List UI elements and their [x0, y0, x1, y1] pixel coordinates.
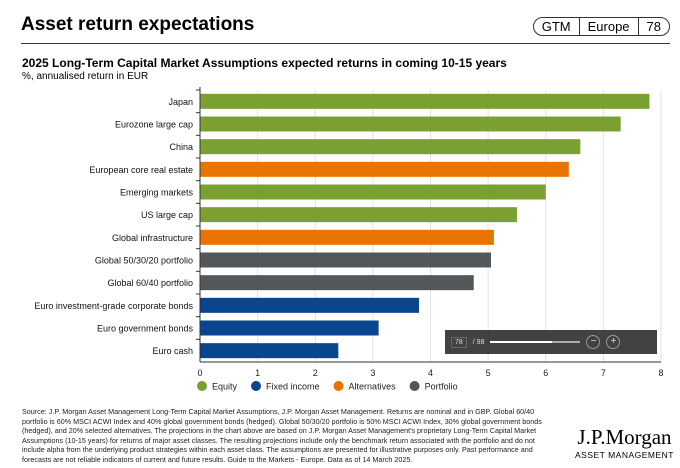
bar-euro-cash — [200, 343, 339, 359]
category-label: Japan — [168, 97, 193, 107]
legend-marker-equity — [197, 381, 207, 391]
legend-marker-portfolio — [409, 381, 420, 391]
x-tick-label: 1 — [255, 368, 260, 378]
bar-japan — [200, 93, 650, 109]
zoom-out-button[interactable]: − — [586, 335, 601, 349]
x-tick-label: 8 — [658, 368, 663, 378]
bar-global-50-30-20-portfolio — [200, 252, 492, 268]
x-tick-label: 2 — [313, 368, 318, 378]
category-label: US large cap — [141, 210, 193, 220]
x-tick-label: 7 — [601, 368, 606, 378]
legend-marker-fixed-income — [251, 381, 262, 391]
category-label: Euro investment-grade corporate bonds — [34, 301, 193, 311]
x-tick-label: 0 — [197, 368, 202, 378]
jpmorgan-logo: J.P.Morgan ASSET MANAGEMENT — [575, 425, 674, 460]
source-note: Source: J.P. Morgan Asset Management Lon… — [22, 407, 542, 464]
chart-subtitle: %, annualised return in EUR — [22, 71, 149, 82]
category-label: Euro government bonds — [97, 324, 194, 334]
category-label: Eurozone large cap — [115, 120, 193, 130]
zoom-slider[interactable] — [490, 341, 581, 343]
chart-title: 2025 Long-Term Capital Market Assumption… — [22, 56, 507, 70]
bar-eurozone-large-cap — [200, 116, 621, 132]
x-tick-label: 5 — [486, 368, 491, 378]
divider — [21, 43, 670, 44]
category-label: Global 50/30/20 portfolio — [95, 256, 193, 266]
legend-label: Portfolio — [425, 382, 458, 392]
pdf-viewer-toolbar: 78 / 98 − + — [445, 330, 657, 354]
category-label: Global infrastructure — [112, 233, 193, 243]
badge-gtm: GTM — [541, 19, 571, 34]
x-tick-label: 6 — [543, 368, 548, 378]
legend-label: Alternatives — [349, 382, 397, 392]
bar-china — [200, 139, 581, 155]
badge-region: Europe — [578, 18, 638, 35]
page-badge: GTM Europe 78 — [532, 17, 670, 36]
badge-page: 78 — [637, 18, 669, 35]
page-number-input[interactable]: 78 — [451, 336, 467, 348]
bar-european-core-real-estate — [200, 161, 569, 177]
category-label: Euro cash — [152, 346, 193, 356]
zoom-in-button[interactable]: + — [606, 335, 621, 349]
bar-euro-investment-grade-corporate-bonds — [200, 297, 419, 313]
legend-label: Equity — [212, 382, 238, 392]
bar-global-infrastructure — [200, 229, 494, 245]
category-label: European core real estate — [89, 165, 193, 175]
legend-marker-alternatives — [333, 381, 344, 391]
category-label: Global 60/40 portfolio — [107, 278, 193, 288]
x-tick-label: 4 — [428, 368, 433, 378]
page-total: / 98 — [472, 338, 485, 346]
legend-label: Fixed income — [266, 382, 320, 392]
bar-us-large-cap — [200, 207, 517, 223]
category-label: China — [169, 142, 193, 152]
category-label: Emerging markets — [120, 188, 194, 198]
bar-emerging-markets — [200, 184, 546, 200]
bar-euro-government-bonds — [200, 320, 379, 336]
bar-global-60-40-portfolio — [200, 275, 474, 291]
page-title: Asset return expectations — [21, 14, 255, 35]
x-tick-label: 3 — [370, 368, 375, 378]
